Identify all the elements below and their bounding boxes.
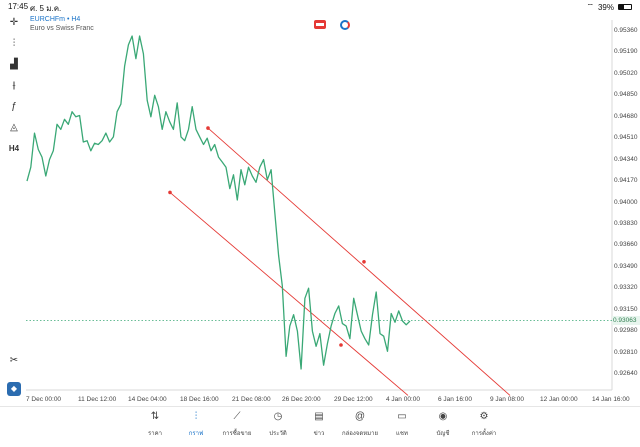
- nav-news[interactable]: ▤ ข่าว: [299, 410, 339, 438]
- price-tick-label: 0.92640: [614, 370, 638, 377]
- history-icon: ◷: [273, 411, 283, 422]
- battery-icon: [618, 4, 632, 10]
- battery-percent: 39%: [597, 2, 614, 12]
- top-icons: [314, 20, 350, 30]
- bar-chart-icon[interactable]: ▟: [10, 59, 18, 70]
- mailbox-icon: @: [354, 411, 366, 422]
- price-tick-label: 0.92980: [614, 327, 638, 335]
- price-tick-label: 0.95190: [614, 48, 638, 56]
- quotes-icon: ⇅: [150, 411, 160, 422]
- scissors-icon[interactable]: ✂: [9, 355, 19, 366]
- current-price-label: 0.93063: [612, 316, 640, 325]
- nav-label: กล่องจดหมาย: [341, 431, 379, 437]
- date-tick-label: 6 Jan 16:00: [438, 396, 472, 403]
- signal-icon[interactable]: [340, 20, 350, 30]
- price-tick-label: 0.93150: [614, 305, 638, 313]
- price-tick-label: 0.93830: [614, 219, 638, 227]
- news-icon: ▤: [314, 411, 324, 422]
- nav-label: กราฟ: [188, 431, 204, 437]
- account-icon: ◉: [438, 411, 448, 422]
- nav-mailbox[interactable]: @ กล่องจดหมาย: [340, 410, 380, 438]
- price-series-line: [26, 35, 411, 370]
- status-time: 17:45: [8, 2, 29, 11]
- channel-line[interactable]: [169, 192, 409, 396]
- nav-label: ข่าว: [313, 431, 325, 437]
- nav-label: ราคา: [148, 431, 162, 437]
- status-right: ⌔ 39%: [586, 2, 632, 12]
- indicators-icon[interactable]: ⫲: [12, 80, 16, 91]
- date-tick-label: 21 Dec 08:00: [232, 396, 271, 403]
- settings-icon: ⚙: [479, 411, 489, 422]
- bottom-nav: ⇅ ราคา ⫶ กราฟ ⟋ การซื้อขาย ◷ ประวัติ ▤ ข่าว @…: [0, 406, 640, 447]
- date-tick-label: 18 Dec 16:00: [180, 396, 219, 403]
- nav-chart[interactable]: ⫶ กราฟ: [176, 410, 216, 438]
- nav-history[interactable]: ◷ ประวัติ: [258, 410, 298, 438]
- date-tick-label: 14 Dec 04:00: [128, 396, 167, 403]
- date-tick-label: 9 Jan 08:00: [490, 396, 524, 403]
- wifi-icon: ⌔: [586, 2, 594, 11]
- price-tick-label: 0.93660: [614, 241, 638, 249]
- price-tick-label: 0.92810: [614, 348, 638, 356]
- nav-account[interactable]: ◉ บัญชี: [423, 410, 463, 438]
- symbol-label[interactable]: EURCHFm • H4: [30, 16, 81, 23]
- channel-anchor-point[interactable]: [206, 126, 210, 130]
- crosshair-icon[interactable]: ✛: [9, 17, 19, 28]
- app-icon[interactable]: ◆: [7, 382, 21, 396]
- status-bar: 17:45 ศ. 5 ม.ค. ⌔ 39%: [0, 0, 640, 14]
- trade-icon: ⟋: [233, 411, 241, 422]
- nav-label: การตั้งค่า: [471, 431, 497, 437]
- date-tick-label: 11 Dec 12:00: [78, 396, 117, 403]
- price-tick-label: 0.94000: [614, 198, 638, 206]
- channel-mid-point[interactable]: [362, 259, 366, 264]
- date-tick-label: 4 Jan 00:00: [386, 396, 420, 403]
- date-tick-label: 14 Jan 16:00: [592, 396, 630, 403]
- channel-anchor-point[interactable]: [168, 190, 172, 195]
- date-tick-label: 7 Dec 00:00: [26, 396, 62, 403]
- channel-layer: [168, 126, 511, 396]
- nav-chat[interactable]: ▭ แชท: [382, 410, 422, 438]
- date-tick-label: 12 Jan 00:00: [540, 396, 578, 403]
- one-click-trading-icon[interactable]: [314, 20, 326, 29]
- date-tick-label: 29 Dec 12:00: [334, 396, 373, 403]
- candlestick-icon[interactable]: ⫶: [12, 38, 16, 49]
- nav-label: แชท: [396, 431, 408, 437]
- price-tick-label: 0.93490: [614, 262, 638, 270]
- price-tick-label: 0.94850: [614, 91, 638, 99]
- date-tick-label: 26 Dec 20:00: [282, 396, 321, 403]
- shapes-icon[interactable]: ◬: [10, 122, 18, 133]
- series-layer: [26, 35, 411, 370]
- price-tick-label: 0.93320: [614, 284, 638, 292]
- status-date: ศ. 5 ม.ค.: [30, 4, 62, 13]
- nav-label: บัญชี: [436, 431, 450, 437]
- price-tick-label: 0.94510: [614, 134, 638, 142]
- nav-trade[interactable]: ⟋ การซื้อขาย: [217, 410, 257, 438]
- price-tick-label: 0.94340: [614, 155, 638, 163]
- nav-quotes[interactable]: ⇅ ราคา: [135, 410, 175, 438]
- function-icon[interactable]: ƒ: [11, 101, 17, 112]
- nav-label: การซื้อขาย: [222, 431, 252, 437]
- nav-settings[interactable]: ⚙ การตั้งค่า: [464, 410, 504, 438]
- channel-line[interactable]: [207, 127, 511, 396]
- nav-label: ประวัติ: [269, 431, 287, 437]
- timeframe-button[interactable]: H4: [8, 144, 20, 153]
- symbol-description: Euro vs Swiss Franc: [30, 25, 94, 32]
- channel-mid-point[interactable]: [339, 343, 343, 347]
- price-tick-label: 0.95020: [614, 69, 638, 77]
- price-tick-label: 0.94680: [614, 112, 638, 120]
- chart-header: EURCHFm • H4 Euro vs Swiss Franc: [30, 15, 94, 33]
- chat-icon: ▭: [397, 411, 407, 422]
- chart-icon: ⫶: [194, 411, 198, 422]
- price-tick-label: 0.95360: [614, 27, 638, 34]
- price-tick-label: 0.94170: [614, 177, 638, 185]
